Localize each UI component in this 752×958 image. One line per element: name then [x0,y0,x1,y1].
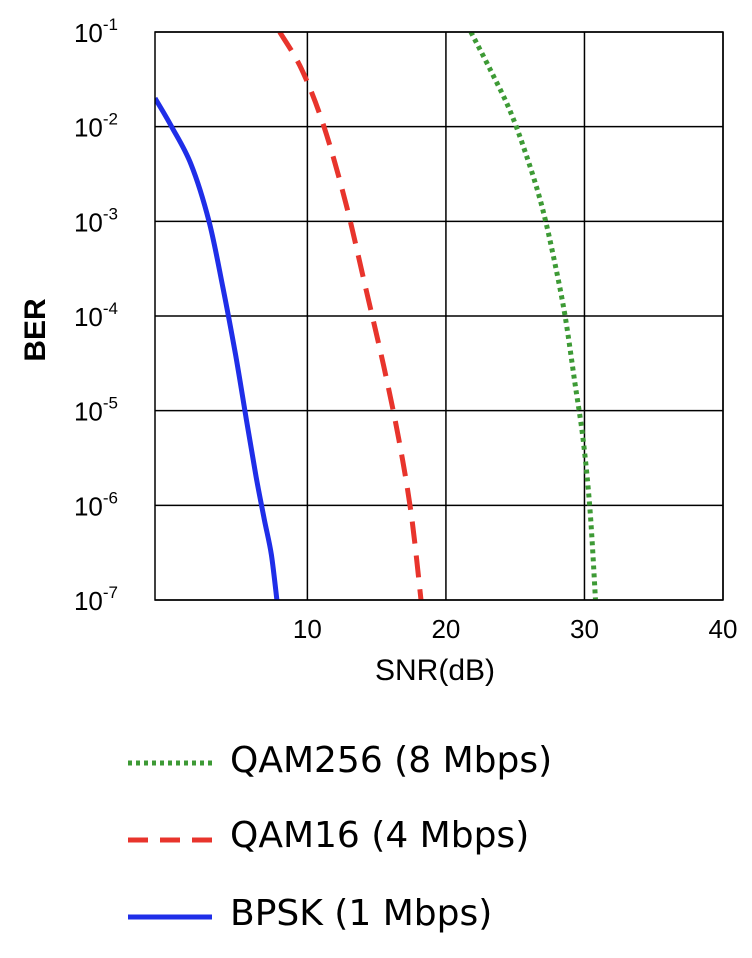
x-tick-label: 20 [431,614,460,644]
grid-lines [155,31,724,601]
y-tick-label: 10-6 [74,488,118,521]
x-axis-label: SNR(dB) [375,654,495,687]
y-axis-label: BER [19,298,52,362]
x-tick-label: 40 [709,614,738,644]
y-tick-label: 10-3 [74,204,118,237]
y-tick-label: 10-5 [74,394,118,427]
series-lines [155,32,598,600]
y-tick-labels: 10-1 10-2 10-3 10-4 10-5 10-6 10-7 [74,15,118,616]
y-tick-label: 10-2 [74,110,118,143]
x-tick-labels: 10 20 30 40 [293,614,738,644]
plot-area-frame [154,31,724,601]
x-tick-label: 10 [293,614,322,644]
y-tick-label: 10-1 [74,15,118,48]
y-tick-label: 10-7 [74,583,118,616]
series-line-qam16 [277,32,424,600]
y-tick-label: 10-4 [74,299,118,332]
legend-swatches [128,760,212,920]
x-tick-label: 30 [570,614,599,644]
series-line-bpsk [155,96,280,600]
series-line-qam256 [468,32,598,600]
